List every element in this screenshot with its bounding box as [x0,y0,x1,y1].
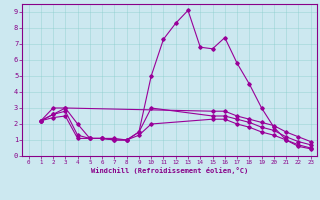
X-axis label: Windchill (Refroidissement éolien,°C): Windchill (Refroidissement éolien,°C) [91,167,248,174]
